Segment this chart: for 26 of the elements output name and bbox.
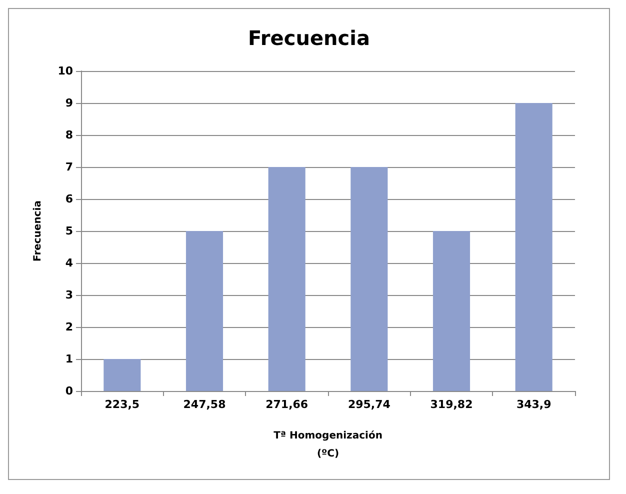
y-tick-label: 6 [65, 192, 74, 206]
bar [350, 167, 388, 391]
y-tick-label: 10 [58, 64, 74, 78]
y-tick-label: 5 [65, 224, 73, 238]
x-tick-label: 343,9 [516, 398, 552, 411]
chart-title: Frecuencia [248, 26, 370, 50]
bar [515, 103, 552, 391]
bar [432, 231, 470, 391]
x-tick-label: 271,66 [266, 398, 308, 411]
y-tick-label: 3 [65, 288, 73, 302]
x-tick-label: 319,82 [430, 398, 473, 411]
x-tick-label: 247,58 [183, 398, 226, 411]
x-tick-label: 223,5 [104, 398, 140, 411]
bar [104, 359, 141, 391]
x-axis-title: Tª Homogenización (ºC) [274, 430, 382, 460]
y-tick-label: 7 [65, 160, 73, 174]
bar [186, 231, 224, 391]
y-axis-title: Frecuencia [32, 200, 44, 262]
y-tick-label: 1 [65, 352, 73, 366]
y-tick-label: 4 [65, 256, 74, 270]
x-tick-label: 295,74 [348, 398, 391, 411]
y-tick-label: 2 [65, 320, 73, 334]
y-tick-label: 9 [65, 96, 73, 110]
y-tick-label: 0 [65, 384, 74, 398]
bar [268, 167, 306, 391]
y-tick-label: 8 [65, 128, 73, 142]
